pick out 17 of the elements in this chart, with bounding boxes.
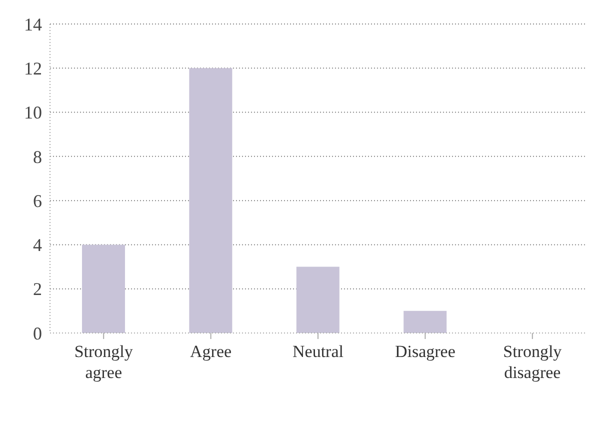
y-tick-label: 4 bbox=[33, 235, 42, 256]
bar bbox=[82, 244, 125, 333]
x-tick-label: Strongly agree bbox=[74, 342, 134, 382]
x-tick-label: Disagree bbox=[394, 342, 456, 361]
y-tick-label: 8 bbox=[33, 146, 42, 167]
y-tick-label: 10 bbox=[24, 102, 42, 123]
y-tick-label: 0 bbox=[33, 323, 42, 344]
y-tick-label: 6 bbox=[33, 190, 42, 211]
y-tick-label: 14 bbox=[24, 14, 42, 34]
bar bbox=[404, 310, 447, 333]
y-tick-label: 12 bbox=[24, 58, 42, 79]
x-tick-label: Neutral bbox=[292, 342, 344, 361]
y-tick-label: 2 bbox=[33, 279, 42, 300]
bar bbox=[296, 266, 340, 333]
bar bbox=[189, 68, 232, 333]
x-tick-label: Agree bbox=[190, 342, 232, 361]
x-tick-label: Strongly disagree bbox=[503, 342, 562, 382]
